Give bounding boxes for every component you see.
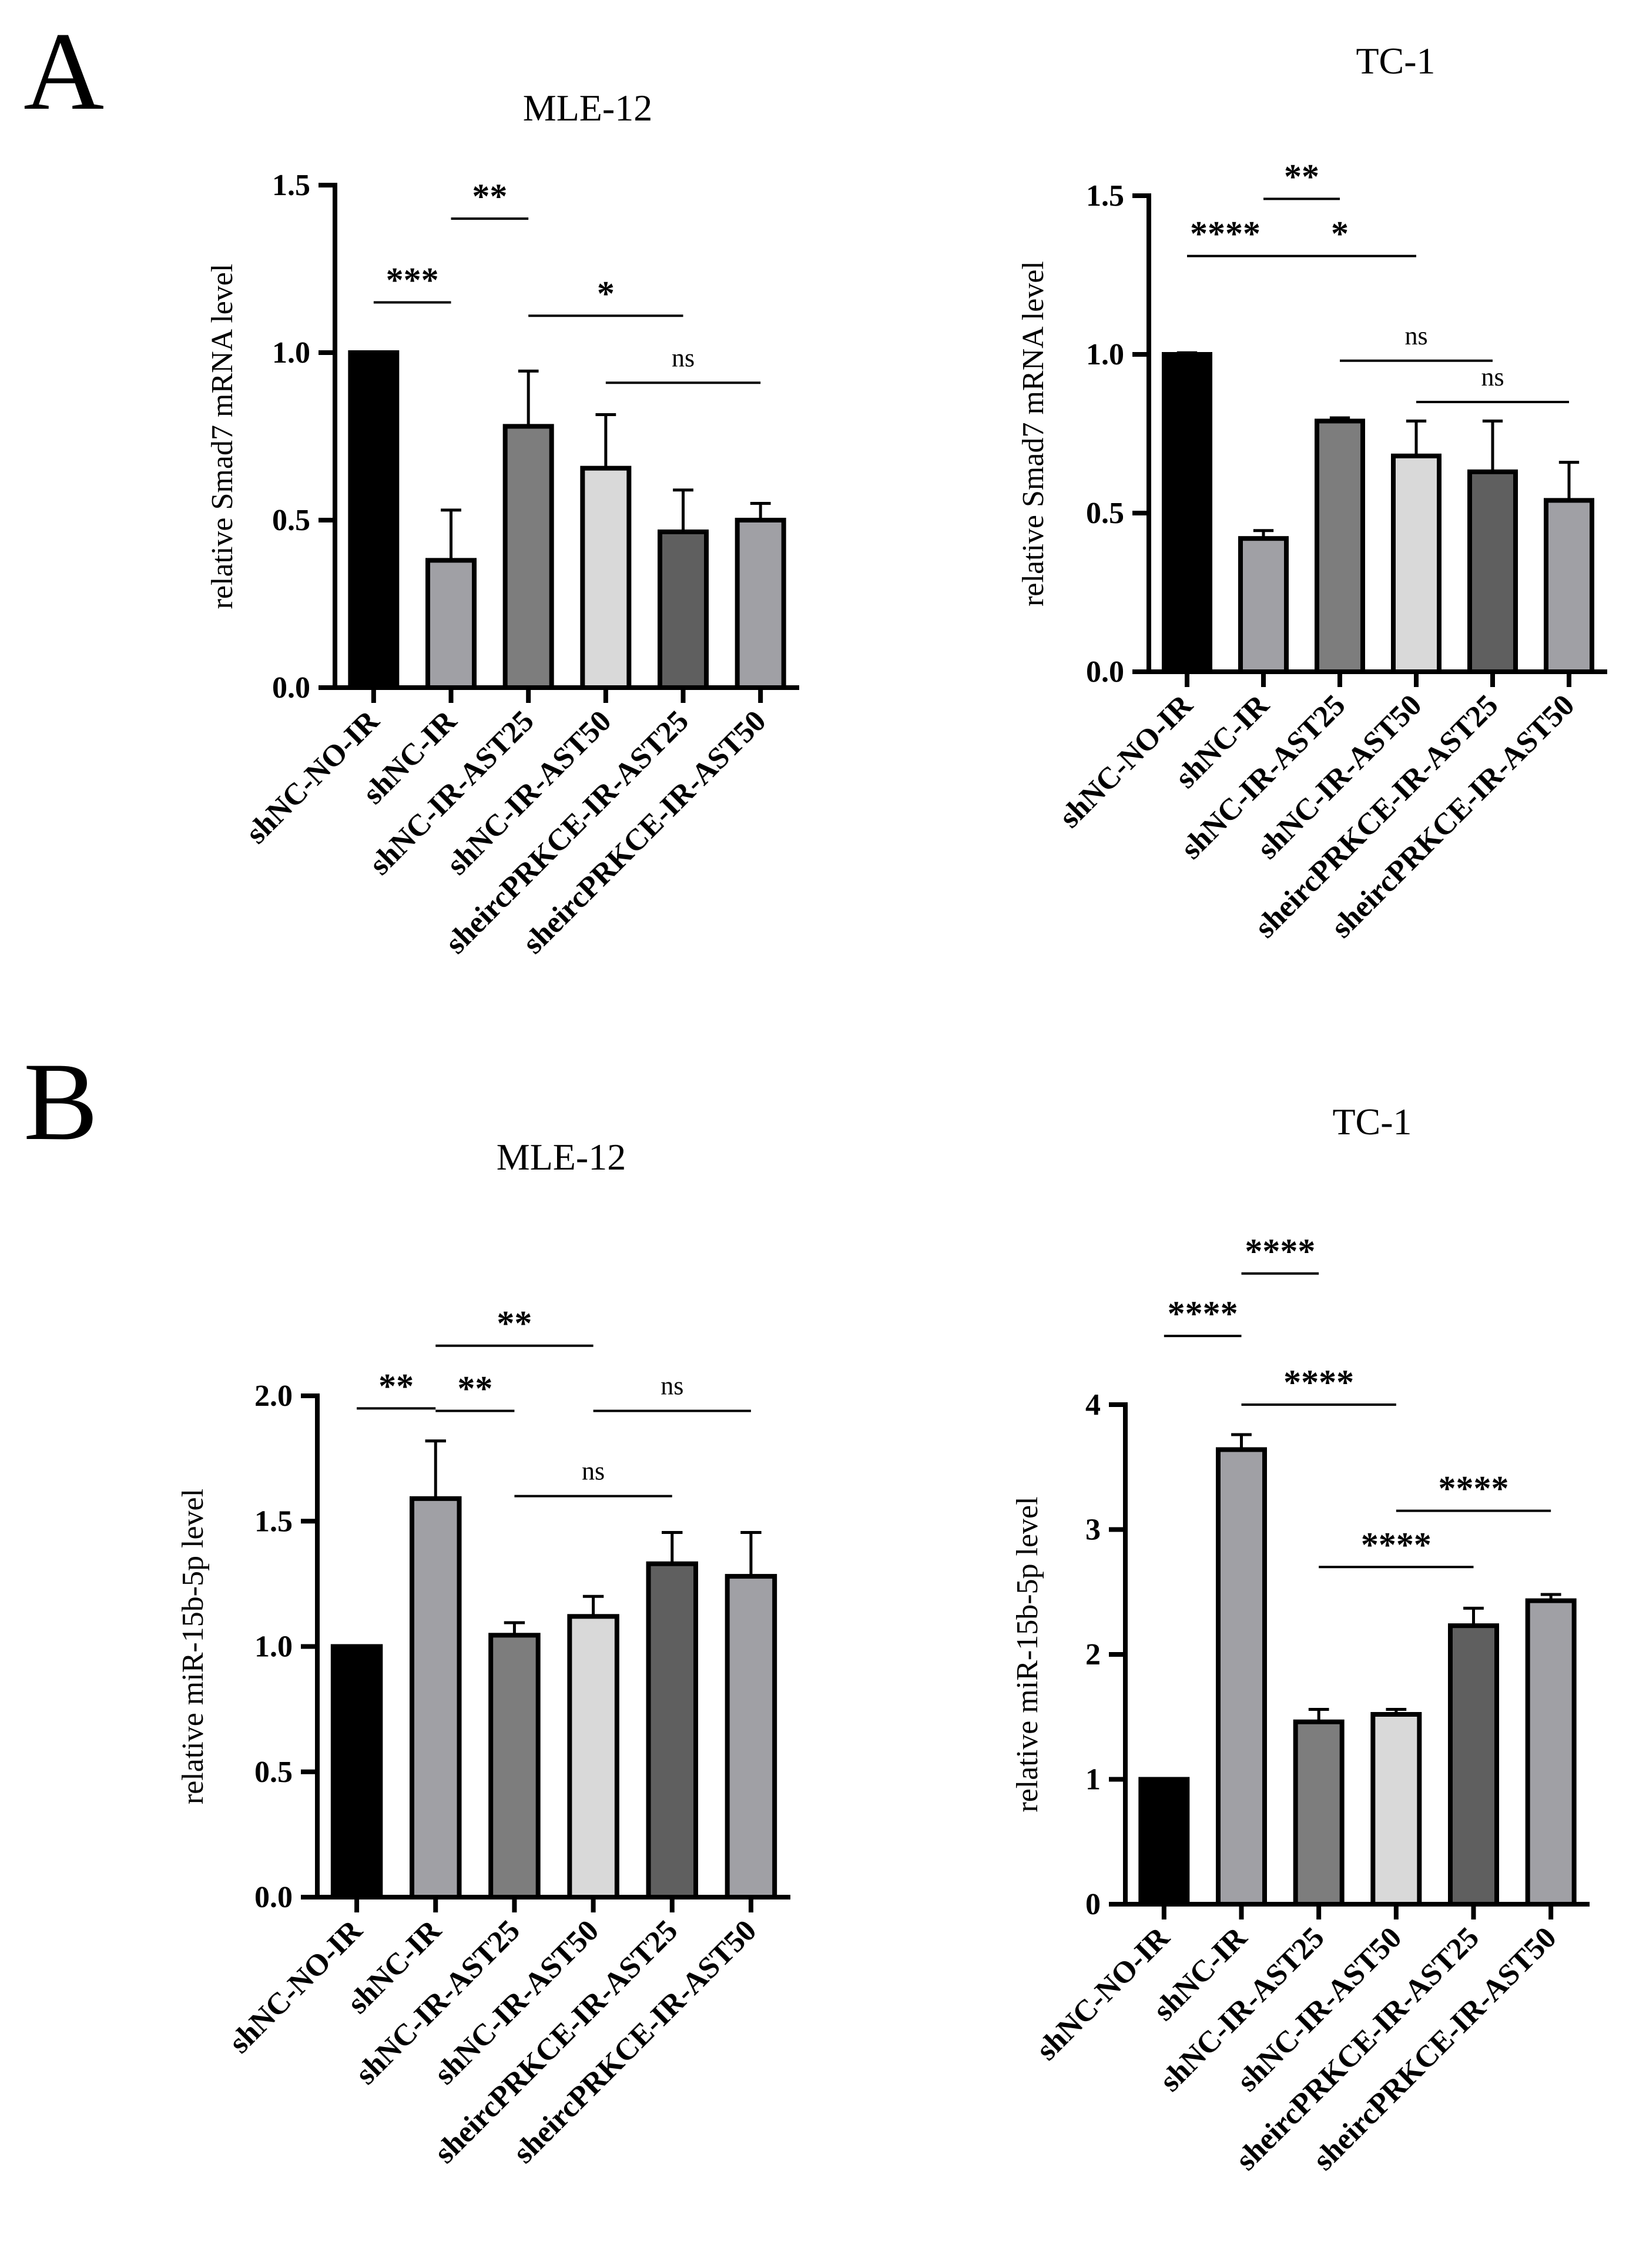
bar-6	[1544, 498, 1594, 675]
x-tick-label: shNC-NO-IR	[240, 703, 387, 850]
significance-label: ns	[1481, 363, 1504, 391]
panel-label-a: A	[24, 10, 104, 133]
significance-label: **	[1284, 157, 1319, 196]
bar-1	[348, 350, 400, 690]
y-tick-label: 2	[1085, 1638, 1101, 1671]
bar-2	[1216, 1447, 1267, 1907]
bar-6	[735, 518, 786, 690]
chart-a-mle12: MLE-12 relative Smad7 mRNA level 0.0 0.5 1.0…	[206, 87, 799, 960]
significance-label: ns	[661, 1372, 683, 1401]
bar-5	[658, 529, 709, 690]
bar-2	[1238, 536, 1289, 675]
y-tick-label: 0	[1085, 1888, 1101, 1921]
bar-1	[330, 1644, 383, 1900]
significance-label: ***	[386, 261, 439, 300]
bar-4	[1391, 453, 1441, 674]
significance-label: ****	[1283, 1363, 1354, 1402]
y-tick-label: 1.5	[254, 1505, 293, 1538]
bar-2	[425, 558, 477, 691]
panel-label-b: B	[24, 1040, 98, 1164]
bar-3	[1293, 1719, 1345, 1907]
bar-2	[410, 1496, 462, 1900]
y-tick-label: 1.5	[1086, 179, 1124, 213]
y-axis-label: relative Smad7 mRNA level	[206, 264, 239, 609]
significance-label: ns	[1404, 321, 1427, 350]
bar-6	[1525, 1598, 1577, 1907]
y-axis-label: relative miR-15b-5p level	[176, 1489, 210, 1804]
bar-3	[488, 1633, 541, 1900]
significance-label: ns	[582, 1457, 605, 1486]
y-tick-label: 1.0	[1086, 338, 1124, 371]
y-tick-label: 0.5	[272, 504, 310, 537]
bar-1	[1138, 1777, 1190, 1907]
chart-title: MLE-12	[523, 87, 652, 129]
y-tick-label: 0.0	[1086, 655, 1124, 689]
y-axis-label: relative miR-15b-5p level	[1011, 1496, 1044, 1812]
y-axis-label: relative Smad7 mRNA level	[1017, 261, 1050, 607]
significance-label: **	[378, 1366, 414, 1405]
x-tick-label: shNC-NO-IR	[1053, 688, 1200, 835]
bar-3	[1315, 418, 1365, 675]
chart-b-tc1: TC-1 relative miR-15b-5p level 0 1 2 3 4 shNC-N…	[1011, 1101, 1590, 2177]
bar-1	[1162, 352, 1212, 674]
y-tick-label: 1	[1085, 1763, 1101, 1797]
significance-label: **	[472, 177, 507, 216]
chart-title: TC-1	[1332, 1101, 1412, 1143]
significance-label: ****	[1190, 215, 1261, 253]
y-tick-label: 1.5	[272, 169, 310, 202]
y-tick-label: 4	[1085, 1388, 1101, 1422]
bar-6	[725, 1574, 777, 1900]
chart-title: MLE-12	[497, 1136, 626, 1178]
bar-5	[1448, 1623, 1499, 1907]
significance-label: ns	[672, 343, 695, 372]
y-tick-label: 0.5	[1086, 497, 1124, 530]
bar-5	[646, 1561, 698, 1900]
significance-label: ****	[1168, 1294, 1238, 1333]
x-tick-label: shNC-NO-IR	[1030, 1920, 1177, 2067]
chart-a-tc1: TC-1 relative Smad7 mRNA level 0.0 0.5 1.0 1.…	[1017, 40, 1607, 944]
bar-5	[1467, 469, 1518, 674]
y-tick-label: 1.0	[272, 336, 310, 370]
significance-label: ****	[1361, 1525, 1432, 1564]
y-tick-label: 2.0	[254, 1379, 293, 1413]
bar-4	[567, 1614, 619, 1900]
significance-label: ****	[1439, 1469, 1509, 1508]
y-tick-label: 0.0	[254, 1881, 293, 1914]
chart-title: TC-1	[1356, 40, 1435, 82]
y-tick-label: 0.5	[254, 1756, 293, 1789]
y-tick-label: 3	[1085, 1513, 1101, 1547]
significance-label: ****	[1245, 1232, 1315, 1271]
significance-label: **	[457, 1369, 492, 1408]
chart-b-mle12: MLE-12 relative miR-15b-5p level 0.0 0.5 1.0…	[176, 1136, 790, 2170]
significance-label: **	[497, 1304, 532, 1343]
y-tick-label: 1.0	[254, 1630, 293, 1664]
bar-3	[502, 424, 554, 691]
y-tick-label: 0.0	[272, 671, 310, 705]
bar-4	[580, 465, 632, 691]
bar-4	[1370, 1712, 1422, 1907]
significance-label: *	[597, 274, 615, 313]
significance-label: *	[1331, 215, 1349, 253]
x-tick-label: shNC-NO-IR	[223, 1913, 370, 2060]
